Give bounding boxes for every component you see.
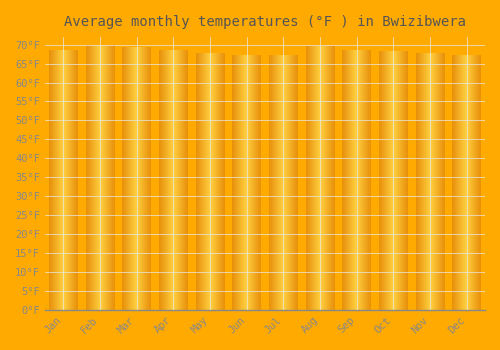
Title: Average monthly temperatures (°F ) in Bwizibwera: Average monthly temperatures (°F ) in Bw… bbox=[64, 15, 466, 29]
